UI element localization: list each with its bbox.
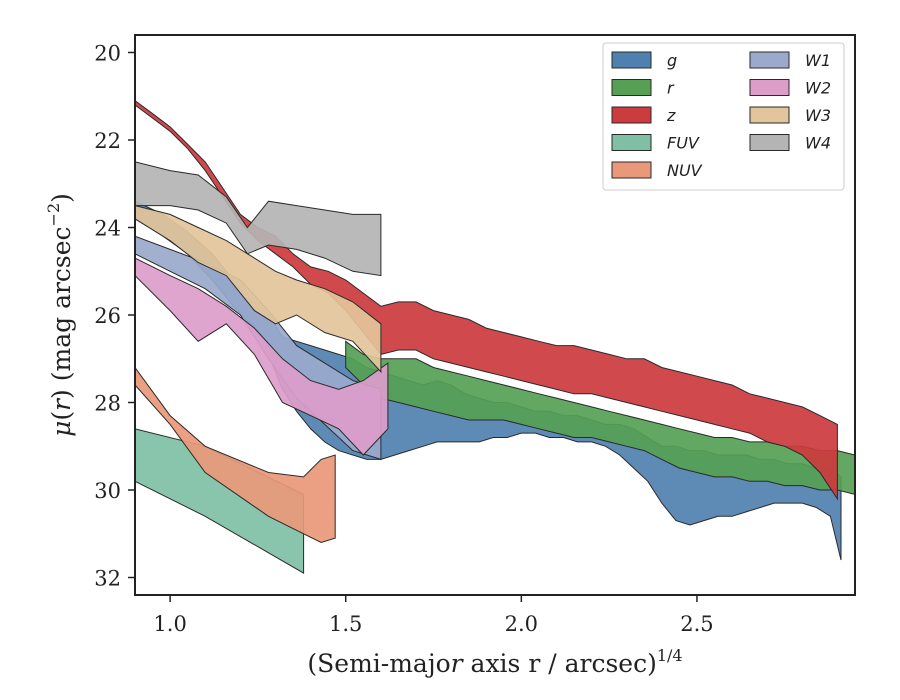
legend-label-w2: W2 xyxy=(805,79,831,98)
legend-swatch-z xyxy=(611,106,652,124)
x-tick-label: 1.0 xyxy=(153,612,186,636)
series-band-w3 xyxy=(135,205,382,374)
legend-swatch-fuv xyxy=(611,134,652,151)
legend-label-w3: W3 xyxy=(805,106,831,125)
legend-label-g: g xyxy=(667,51,677,70)
series-band-nuv xyxy=(135,366,336,544)
series-band-r xyxy=(345,340,855,495)
legend-label-w1: W1 xyxy=(805,51,831,70)
legend-swatch-w1 xyxy=(749,51,790,69)
y-tick-label: 26 xyxy=(94,304,121,328)
series-band-w2 xyxy=(135,257,389,456)
y-tick-label: 28 xyxy=(94,392,121,416)
legend-swatch-nuv xyxy=(611,161,652,179)
legend-label-z: z xyxy=(666,106,676,125)
y-tick-label: 32 xyxy=(94,567,121,591)
legend-label-nuv: NUV xyxy=(667,161,703,180)
y-tick-label: 20 xyxy=(94,42,121,66)
legend-swatch-w4 xyxy=(749,134,790,151)
legend-swatch-g xyxy=(611,51,652,69)
axis-ticks: 1.0 1.5 2.0 2.5 20 22 24 26 28 30 32 xyxy=(94,42,713,637)
legend-label-r: r xyxy=(667,79,675,98)
legend-swatch-w3 xyxy=(749,106,790,124)
y-axis-title: μ(r) (mag arcsec−2) xyxy=(44,193,76,437)
x-axis-title: (Semi-major axis r / arcsec)1/4 xyxy=(307,646,682,678)
legend-swatch-r xyxy=(611,79,652,96)
y-tick-label: 24 xyxy=(94,217,121,241)
legend-label-fuv: FUV xyxy=(667,134,700,153)
series-band-w4 xyxy=(135,161,382,277)
legend: grz FUV NUV W1 W2 W3 W4 xyxy=(602,42,845,191)
x-tick-label: 2.5 xyxy=(680,612,713,636)
x-tick-label: 1.5 xyxy=(329,612,362,636)
y-tick-label: 30 xyxy=(94,479,121,503)
plot-areas xyxy=(135,99,855,574)
legend-swatch-w2 xyxy=(749,79,790,96)
y-tick-label: 22 xyxy=(94,129,121,153)
x-tick-label: 2.0 xyxy=(505,612,538,636)
legend-label-w4: W4 xyxy=(805,134,831,153)
